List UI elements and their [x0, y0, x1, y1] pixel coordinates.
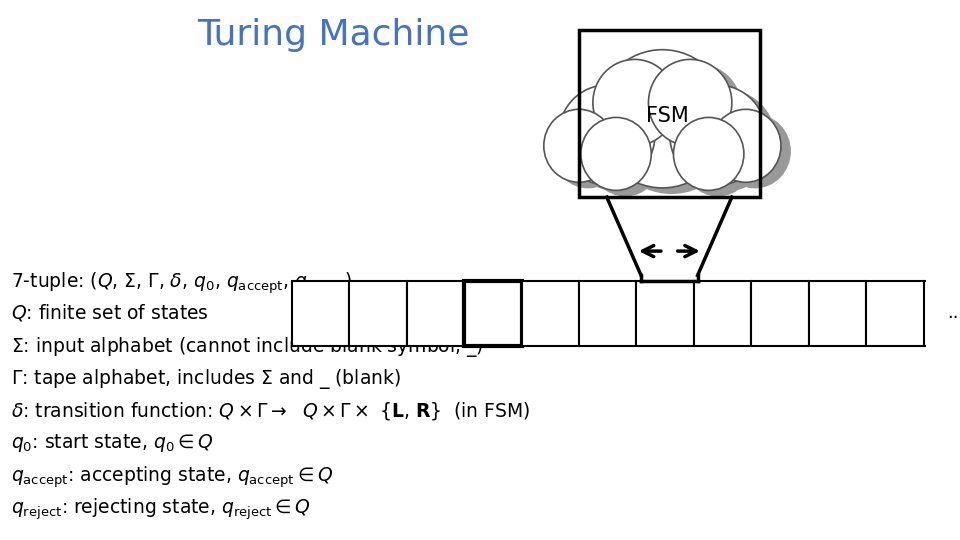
Text: $\Gamma$: tape alphabet, includes $\Sigma$ and _ (blank): $\Gamma$: tape alphabet, includes $\Sigm… [12, 367, 401, 391]
Text: $Q$: finite set of states: $Q$: finite set of states [12, 302, 209, 323]
Ellipse shape [683, 123, 754, 196]
Ellipse shape [679, 91, 776, 190]
Ellipse shape [595, 50, 729, 188]
Bar [694, 281, 752, 346]
Ellipse shape [658, 65, 741, 151]
Ellipse shape [602, 65, 685, 151]
Bar [579, 30, 759, 197]
Ellipse shape [720, 114, 790, 188]
Bar [636, 281, 694, 346]
Bar [521, 281, 579, 346]
Bar [349, 281, 407, 346]
Ellipse shape [648, 59, 732, 146]
Text: Turing Machine: Turing Machine [198, 18, 469, 52]
Ellipse shape [670, 85, 766, 185]
Text: 7-tuple: ($Q$, $\Sigma$, $\Gamma$, $\delta$, $q_0$, $q_{\mathrm{accept}}$, $q_{\: 7-tuple: ($Q$, $\Sigma$, $\Gamma$, $\del… [12, 270, 352, 295]
Ellipse shape [553, 114, 623, 188]
Text: $q_{\mathrm{accept}}$: accepting state, $q_{\mathrm{accept}} \in Q$: $q_{\mathrm{accept}}$: accepting state, … [12, 464, 333, 490]
Bar [407, 281, 464, 346]
Ellipse shape [593, 59, 676, 146]
Bar [808, 281, 866, 346]
Ellipse shape [543, 109, 614, 183]
Bar [866, 281, 924, 346]
Bar [464, 281, 521, 346]
Text: $q_0$: start state, $q_0 \in Q$: $q_0$: start state, $q_0 \in Q$ [12, 432, 214, 454]
Ellipse shape [605, 55, 738, 193]
Bar [579, 281, 636, 346]
Text: FSM: FSM [646, 106, 688, 126]
Bar [292, 281, 349, 346]
Ellipse shape [674, 117, 744, 191]
Ellipse shape [581, 117, 651, 191]
Text: $\Sigma$: input alphabet (cannot include blank symbol, _): $\Sigma$: input alphabet (cannot include… [12, 335, 484, 359]
Text: ...: ... [947, 304, 960, 322]
Text: $q_{\mathrm{reject}}$: rejecting state, $q_{\mathrm{reject}} \in Q$: $q_{\mathrm{reject}}$: rejecting state, … [12, 497, 311, 522]
Text: $\delta$: transition function: $Q \times \Gamma \rightarrow$  $Q \times \Gamma \: $\delta$: transition function: $Q \times… [12, 400, 530, 422]
Ellipse shape [559, 85, 655, 185]
Ellipse shape [590, 123, 660, 196]
Ellipse shape [710, 109, 780, 183]
Bar [752, 281, 808, 346]
Ellipse shape [568, 91, 664, 190]
